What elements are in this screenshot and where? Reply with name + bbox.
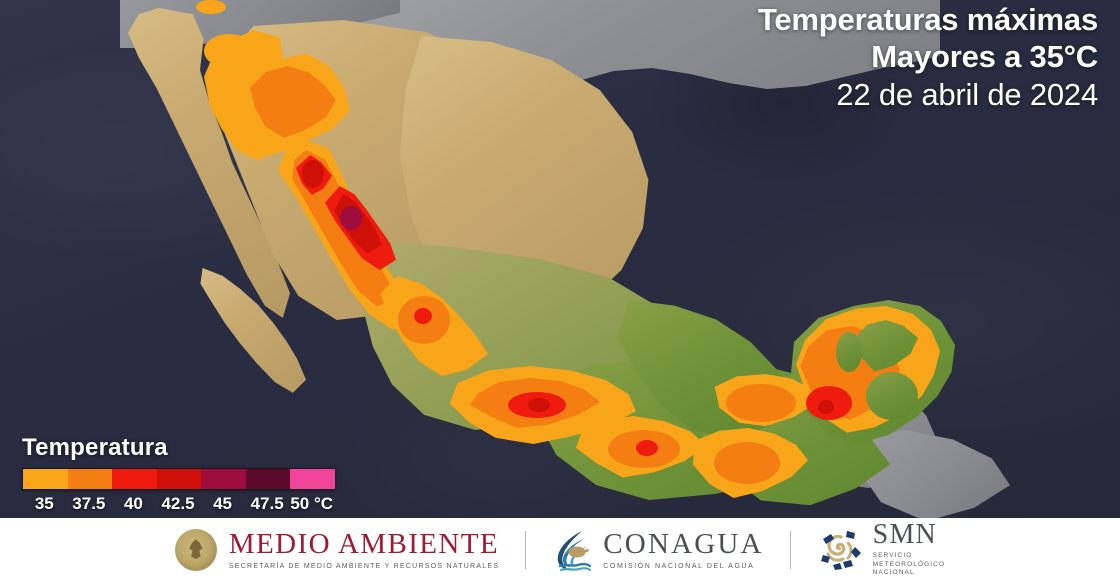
smn-spiral-glyph-icon xyxy=(820,531,861,571)
legend-swatch-1 xyxy=(67,469,113,489)
legend-swatch-0 xyxy=(23,469,68,489)
logo-smn: SMN SERVICIO METEOROLÓGICO NACIONAL xyxy=(817,518,945,578)
smn-subtitle-line: METEOROLÓGICO xyxy=(872,560,946,568)
temp-blob-sinaloa-425 xyxy=(302,160,324,188)
legend-label-2: 40 xyxy=(123,494,143,513)
legend-color-bar xyxy=(22,468,336,490)
title-date: 22 de abril de 2024 xyxy=(836,77,1098,113)
legend-label-1: 37.5 xyxy=(72,494,106,513)
smn-subtitle-line: NACIONAL xyxy=(872,569,915,577)
legend-swatch-6 xyxy=(290,469,336,489)
smn-title: SMN xyxy=(872,518,937,550)
land-yucatan-green-patch-c xyxy=(836,332,862,372)
legend-title: Temperatura xyxy=(22,434,168,461)
conagua-subtitle: COMISIÓN NACIONAL DEL AGUA xyxy=(603,562,755,570)
temperature-map: Temperaturas máximas Mayores a 35°C 22 d… xyxy=(0,0,1120,518)
medio-ambiente-title: MEDIO AMBIENTE xyxy=(228,527,499,560)
legend-swatch-4 xyxy=(201,469,246,489)
logo-conagua: CONAGUA COMISIÓN NACIONAL DEL AGUA xyxy=(552,528,763,572)
conagua-water-drop-icon xyxy=(557,530,592,571)
map-title-block: Temperaturas máximas Mayores a 35°C 22 d… xyxy=(758,2,1098,114)
title-line-1: Temperaturas máximas xyxy=(757,2,1098,37)
temperature-legend: Temperatura 35 37.5 40 42.5 45 47.5 50 °C xyxy=(22,434,336,518)
title-line-2: Mayores a 35°C xyxy=(871,38,1098,74)
temp-blob-oaxaca-40 xyxy=(636,440,658,456)
smn-subtitle: SERVICIO METEOROLÓGICO NACIONAL xyxy=(873,552,945,578)
legend-swatch-3 xyxy=(156,469,202,489)
legend-label-4: 45 xyxy=(213,494,233,513)
land-yucatan-green-patch-b xyxy=(866,372,918,420)
footer-divider-2 xyxy=(789,530,791,569)
legend-label-6: 50 °C xyxy=(290,494,334,513)
temp-blob-campeche-425 xyxy=(818,400,834,414)
temp-blob-chiapas-375 xyxy=(714,442,780,484)
temp-blob-nayarit-45 xyxy=(340,206,362,230)
legend-swatch-2 xyxy=(112,469,157,489)
legend-label-3: 42.5 xyxy=(161,494,195,513)
temp-blob-tabasco-375 xyxy=(726,384,796,422)
legend-tick-labels: 35 37.5 40 42.5 45 47.5 50 °C xyxy=(22,494,334,518)
medio-ambiente-subtitle: SECRETARÍA DE MEDIO AMBIENTE Y RECURSOS … xyxy=(228,562,500,570)
footer-logo-bar: MEDIO AMBIENTE SECRETARÍA DE MEDIO AMBIE… xyxy=(0,518,1120,581)
footer-divider-1 xyxy=(525,530,527,569)
legend-label-0: 35 xyxy=(34,494,54,513)
legend-swatch-5 xyxy=(245,469,291,489)
legend-label-5: 47.5 xyxy=(250,494,284,513)
temp-blob-sonora-north-35 xyxy=(204,34,254,68)
conagua-title: CONAGUA xyxy=(603,527,764,560)
temp-blob-baja-north-35 xyxy=(196,0,226,14)
temp-blob-colima-40 xyxy=(414,308,432,324)
logo-medio-ambiente: MEDIO AMBIENTE SECRETARÍA DE MEDIO AMBIE… xyxy=(174,527,500,571)
temp-blob-guerrero-425 xyxy=(528,398,550,412)
smn-subtitle-line: SERVICIO xyxy=(872,551,913,559)
mexican-eagle-seal-icon xyxy=(174,528,217,571)
